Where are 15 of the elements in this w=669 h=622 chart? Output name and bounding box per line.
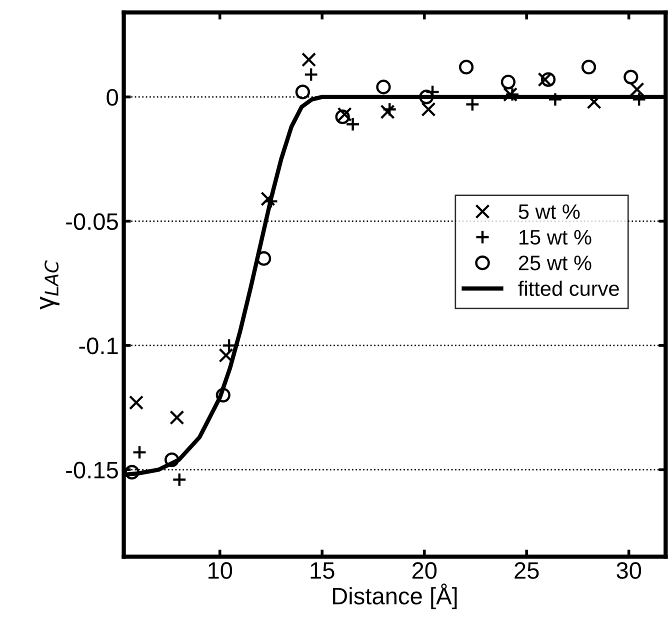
x-tick-label: 25: [514, 562, 539, 579]
x-tick-label: 20: [412, 562, 437, 579]
x-axis-title: Distance [Å]: [333, 584, 457, 610]
x-tick-label: 30: [616, 562, 642, 579]
x-tick-label: 10: [208, 562, 232, 579]
y-tick-label: 0: [106, 89, 118, 106]
x-tick-label: 15: [310, 562, 334, 579]
legend-label: 5 wt %: [518, 204, 580, 219]
legend-label: fitted curve: [518, 280, 619, 296]
y-axis-title: γ$_{LAC}$: [40, 260, 60, 310]
y-tick-label: -0.1: [79, 338, 118, 354]
y-tick-label: -0.15: [66, 462, 118, 478]
y-tick-label: -0.05: [66, 213, 118, 230]
legend-label: 25 wt %: [518, 256, 592, 270]
legend-label: 15 wt %: [520, 230, 592, 245]
